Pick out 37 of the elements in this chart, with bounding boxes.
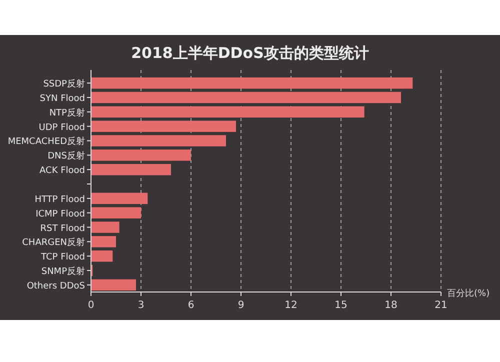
bar bbox=[91, 279, 136, 291]
y-tick-label: Others DDoS bbox=[26, 281, 86, 292]
bar bbox=[91, 106, 364, 118]
bar bbox=[91, 250, 113, 262]
x-tick-label: 3 bbox=[138, 300, 144, 311]
bar bbox=[91, 92, 401, 104]
y-tick-label: NTP反射 bbox=[49, 107, 85, 118]
y-tick-label: RST Flood bbox=[40, 224, 85, 234]
y-tick-label: SNMP反射 bbox=[41, 266, 85, 278]
y-tick-label: ACK Flood bbox=[40, 166, 85, 176]
y-tick-label: SYN Flood bbox=[40, 94, 85, 104]
y-tick-label: MEMCACHED反射 bbox=[8, 136, 85, 148]
bar bbox=[91, 77, 413, 89]
x-tick-label: 12 bbox=[284, 300, 298, 311]
bar bbox=[91, 120, 236, 132]
bar bbox=[91, 164, 171, 176]
bar bbox=[91, 236, 116, 248]
y-tick-label: CHARGEN反射 bbox=[22, 237, 85, 248]
bar bbox=[91, 207, 141, 218]
x-tick-label: 21 bbox=[434, 300, 448, 311]
x-tick-label: 6 bbox=[188, 300, 194, 311]
x-axis-title: 百分比(%) bbox=[447, 288, 490, 299]
x-tick-label: 0 bbox=[88, 300, 94, 311]
bar bbox=[91, 192, 148, 204]
x-tick-label: 9 bbox=[238, 300, 244, 311]
bar bbox=[91, 222, 120, 233]
y-tick-label: SSDP反射 bbox=[43, 78, 85, 90]
y-tick-label: UDP Flood bbox=[38, 122, 85, 133]
x-tick-label: 18 bbox=[384, 300, 398, 311]
y-tick-label: ICMP Flood bbox=[36, 209, 85, 220]
bar bbox=[91, 150, 191, 161]
y-tick-label: DNS反射 bbox=[48, 150, 85, 162]
chart-title: 2018上半年DDoS攻击的类型统计 bbox=[131, 44, 369, 62]
x-tick-label: 15 bbox=[334, 300, 348, 311]
y-tick-label: TCP Flood bbox=[40, 252, 85, 263]
bar bbox=[91, 135, 226, 146]
y-tick-label: HTTP Flood bbox=[34, 194, 85, 205]
